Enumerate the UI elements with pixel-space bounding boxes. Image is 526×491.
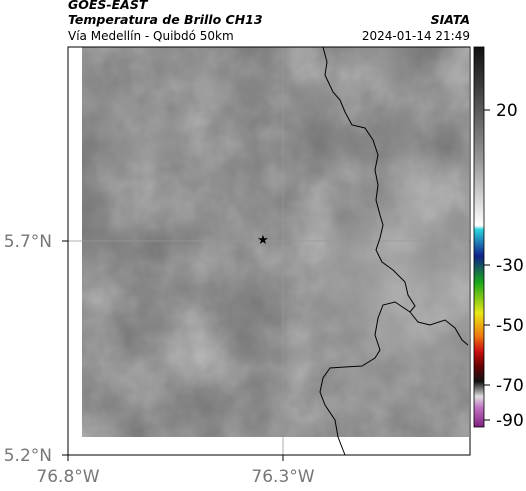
labels: 5.7°N 5.2°N76.8°W 76.3°W 20 -30 -50 -70 -90 [4, 101, 524, 487]
boundary-line [319, 46, 416, 456]
lon-label: 76.8°W [36, 467, 99, 487]
colorbar-tick-label: -30 [496, 256, 524, 276]
lat-label: 5.7°N [4, 232, 52, 252]
lon-label: 76.3°W [251, 467, 314, 487]
timestamp: 2024-01-14 21:49 [362, 29, 470, 43]
source-title: GOES-EAST [68, 0, 149, 12]
colorbar-tick-label: -50 [496, 316, 524, 336]
agency: SIATA [431, 12, 470, 27]
subtitle: Vía Medellín - Quibdó 50km [68, 29, 234, 43]
colorbar [473, 46, 485, 428]
colorbar-tick-label: 20 [496, 101, 518, 121]
boundary-line [409, 311, 469, 346]
map-frame [67, 46, 471, 456]
lat-label: 5.2°N [4, 446, 52, 466]
bright-region [82, 47, 469, 437]
map-title: Temperatura de Brillo CH13 [68, 12, 263, 27]
colorbar-tick-label: -90 [496, 411, 524, 431]
colorbar-tick-label: -70 [496, 376, 524, 396]
location-marker: ★ [257, 233, 269, 248]
